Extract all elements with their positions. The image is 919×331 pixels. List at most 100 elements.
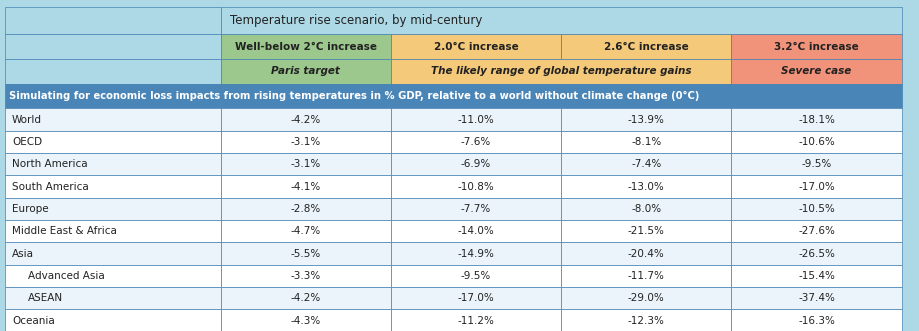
Text: -10.5%: -10.5% <box>798 204 834 214</box>
Text: -17.0%: -17.0% <box>458 293 494 303</box>
Text: -4.7%: -4.7% <box>290 226 321 236</box>
FancyBboxPatch shape <box>731 175 901 198</box>
Text: South America: South America <box>12 182 88 192</box>
FancyBboxPatch shape <box>561 153 731 175</box>
FancyBboxPatch shape <box>221 265 391 287</box>
Text: ASEAN: ASEAN <box>28 293 62 303</box>
Text: -7.4%: -7.4% <box>630 159 661 169</box>
Text: -2.8%: -2.8% <box>290 204 321 214</box>
FancyBboxPatch shape <box>731 265 901 287</box>
FancyBboxPatch shape <box>221 108 391 131</box>
Text: -26.5%: -26.5% <box>797 249 834 259</box>
FancyBboxPatch shape <box>731 131 901 153</box>
Text: -11.2%: -11.2% <box>457 315 494 326</box>
Text: -8.1%: -8.1% <box>630 137 661 147</box>
FancyBboxPatch shape <box>561 198 731 220</box>
FancyBboxPatch shape <box>561 287 731 309</box>
Text: -9.5%: -9.5% <box>800 159 831 169</box>
Text: OECD: OECD <box>12 137 42 147</box>
FancyBboxPatch shape <box>391 34 561 59</box>
FancyBboxPatch shape <box>391 108 561 131</box>
FancyBboxPatch shape <box>731 59 901 84</box>
FancyBboxPatch shape <box>391 242 561 265</box>
Text: Advanced Asia: Advanced Asia <box>28 271 104 281</box>
FancyBboxPatch shape <box>731 198 901 220</box>
Text: 2.0°C increase: 2.0°C increase <box>433 42 518 52</box>
Text: -29.0%: -29.0% <box>628 293 664 303</box>
Text: -4.3%: -4.3% <box>290 315 321 326</box>
FancyBboxPatch shape <box>221 131 391 153</box>
Text: Asia: Asia <box>12 249 34 259</box>
FancyBboxPatch shape <box>5 265 221 287</box>
Text: -17.0%: -17.0% <box>798 182 834 192</box>
Text: Paris target: Paris target <box>271 67 340 76</box>
FancyBboxPatch shape <box>561 34 731 59</box>
Text: -4.2%: -4.2% <box>290 293 321 303</box>
FancyBboxPatch shape <box>561 108 731 131</box>
FancyBboxPatch shape <box>221 34 391 59</box>
FancyBboxPatch shape <box>391 309 561 331</box>
Text: Simulating for economic loss impacts from rising temperatures in % GDP, relative: Simulating for economic loss impacts fro… <box>9 91 698 101</box>
Text: 2.6°C increase: 2.6°C increase <box>603 42 688 52</box>
Text: -7.7%: -7.7% <box>460 204 491 214</box>
Text: -10.6%: -10.6% <box>798 137 834 147</box>
FancyBboxPatch shape <box>221 59 391 84</box>
Text: -37.4%: -37.4% <box>797 293 834 303</box>
Text: -27.6%: -27.6% <box>797 226 834 236</box>
Text: -5.5%: -5.5% <box>290 249 321 259</box>
FancyBboxPatch shape <box>391 59 731 84</box>
Text: -11.7%: -11.7% <box>627 271 664 281</box>
FancyBboxPatch shape <box>5 309 221 331</box>
FancyBboxPatch shape <box>731 242 901 265</box>
Text: -3.1%: -3.1% <box>290 159 321 169</box>
FancyBboxPatch shape <box>5 220 221 242</box>
Text: -20.4%: -20.4% <box>628 249 664 259</box>
Text: -8.0%: -8.0% <box>630 204 661 214</box>
FancyBboxPatch shape <box>391 287 561 309</box>
FancyBboxPatch shape <box>221 175 391 198</box>
FancyBboxPatch shape <box>391 153 561 175</box>
Text: -14.9%: -14.9% <box>457 249 494 259</box>
FancyBboxPatch shape <box>731 34 901 59</box>
FancyBboxPatch shape <box>5 175 221 198</box>
Text: -21.5%: -21.5% <box>627 226 664 236</box>
FancyBboxPatch shape <box>5 153 221 175</box>
Text: -10.8%: -10.8% <box>458 182 494 192</box>
FancyBboxPatch shape <box>561 309 731 331</box>
FancyBboxPatch shape <box>731 309 901 331</box>
FancyBboxPatch shape <box>731 108 901 131</box>
FancyBboxPatch shape <box>561 265 731 287</box>
FancyBboxPatch shape <box>561 220 731 242</box>
FancyBboxPatch shape <box>5 7 221 34</box>
Text: -7.6%: -7.6% <box>460 137 491 147</box>
Text: -6.9%: -6.9% <box>460 159 491 169</box>
Text: 3.2°C increase: 3.2°C increase <box>773 42 858 52</box>
Text: -18.1%: -18.1% <box>797 115 834 124</box>
Text: -3.1%: -3.1% <box>290 137 321 147</box>
FancyBboxPatch shape <box>5 34 221 59</box>
Text: -16.3%: -16.3% <box>797 315 834 326</box>
Text: -12.3%: -12.3% <box>627 315 664 326</box>
FancyBboxPatch shape <box>221 198 391 220</box>
Text: -4.2%: -4.2% <box>290 115 321 124</box>
FancyBboxPatch shape <box>5 242 221 265</box>
FancyBboxPatch shape <box>221 242 391 265</box>
FancyBboxPatch shape <box>5 84 901 108</box>
Text: -11.0%: -11.0% <box>458 115 494 124</box>
FancyBboxPatch shape <box>731 287 901 309</box>
FancyBboxPatch shape <box>5 108 221 131</box>
Text: Temperature rise scenario, by mid-century: Temperature rise scenario, by mid-centur… <box>230 14 482 27</box>
FancyBboxPatch shape <box>221 153 391 175</box>
FancyBboxPatch shape <box>5 198 221 220</box>
Text: -13.9%: -13.9% <box>627 115 664 124</box>
Text: The likely range of global temperature gains: The likely range of global temperature g… <box>430 67 691 76</box>
Text: World: World <box>12 115 42 124</box>
Text: -14.0%: -14.0% <box>458 226 494 236</box>
Text: -15.4%: -15.4% <box>797 271 834 281</box>
FancyBboxPatch shape <box>5 59 221 84</box>
Text: Europe: Europe <box>12 204 49 214</box>
FancyBboxPatch shape <box>391 265 561 287</box>
FancyBboxPatch shape <box>391 175 561 198</box>
FancyBboxPatch shape <box>561 242 731 265</box>
FancyBboxPatch shape <box>221 220 391 242</box>
